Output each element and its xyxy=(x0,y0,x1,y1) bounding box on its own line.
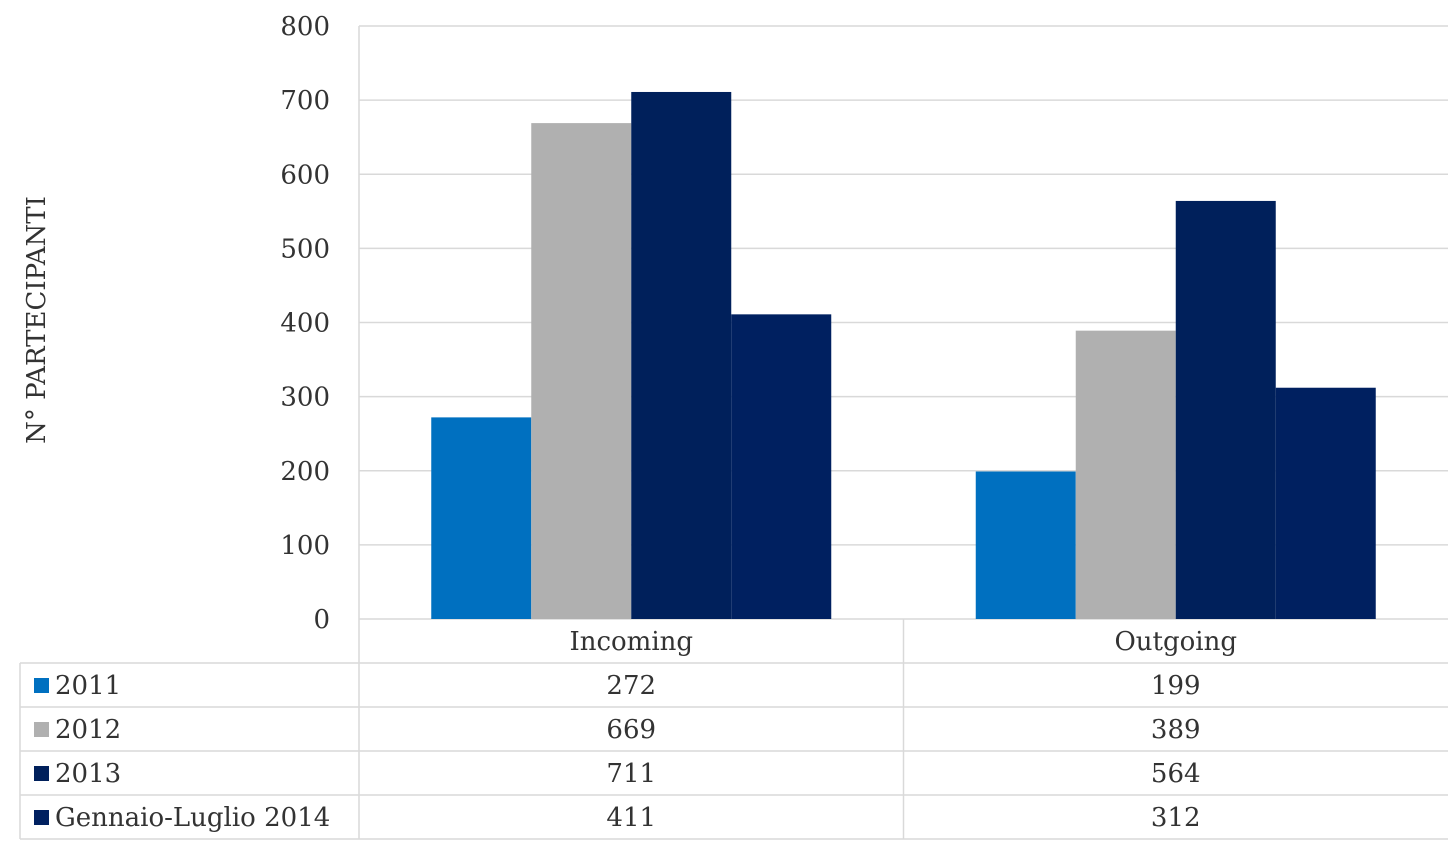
bar xyxy=(975,471,1076,619)
legend-swatch xyxy=(34,678,49,693)
legend-swatch xyxy=(34,722,49,737)
data-label: 312 xyxy=(1151,803,1201,833)
y-tick-label: 600 xyxy=(280,160,330,190)
y-tick-label: 500 xyxy=(280,234,330,264)
legend-swatch xyxy=(34,810,49,825)
bar xyxy=(1275,387,1376,619)
y-axis-label: N° PARTECIPANTI xyxy=(22,196,52,444)
y-tick-label: 400 xyxy=(280,309,330,339)
data-label: 711 xyxy=(606,759,656,789)
legend-swatch xyxy=(34,766,49,781)
bar xyxy=(1175,200,1276,619)
bar xyxy=(431,417,532,619)
data-label: 272 xyxy=(606,671,656,701)
x-tick-label: Incoming xyxy=(569,627,693,657)
legend-label: 2013 xyxy=(55,759,121,789)
x-tick-label: Outgoing xyxy=(1114,627,1237,657)
data-label: 669 xyxy=(606,715,656,745)
bar xyxy=(531,123,632,619)
data-label: 564 xyxy=(1151,759,1201,789)
bar xyxy=(1075,330,1176,619)
bar xyxy=(731,314,832,619)
bars xyxy=(431,91,1376,619)
y-axis-ticks: 0 100 200 300 400 500 600 700 800 xyxy=(280,12,330,635)
legend-label: Gennaio-Luglio 2014 xyxy=(55,803,330,833)
y-tick-label: 700 xyxy=(280,86,330,116)
data-table: Incoming Outgoing 2011 272 199 2012 669 389 2013… xyxy=(19,619,1448,840)
bar xyxy=(631,91,732,619)
y-tick-label: 100 xyxy=(280,531,330,561)
y-tick-label: 0 xyxy=(313,605,330,635)
data-label: 411 xyxy=(606,803,656,833)
legend-label: 2012 xyxy=(55,715,121,745)
y-tick-label: 800 xyxy=(280,12,330,42)
data-label: 389 xyxy=(1151,715,1201,745)
y-tick-label: 300 xyxy=(280,383,330,413)
legend-label: 2011 xyxy=(55,671,121,701)
y-tick-label: 200 xyxy=(280,457,330,487)
data-label: 199 xyxy=(1151,671,1201,701)
